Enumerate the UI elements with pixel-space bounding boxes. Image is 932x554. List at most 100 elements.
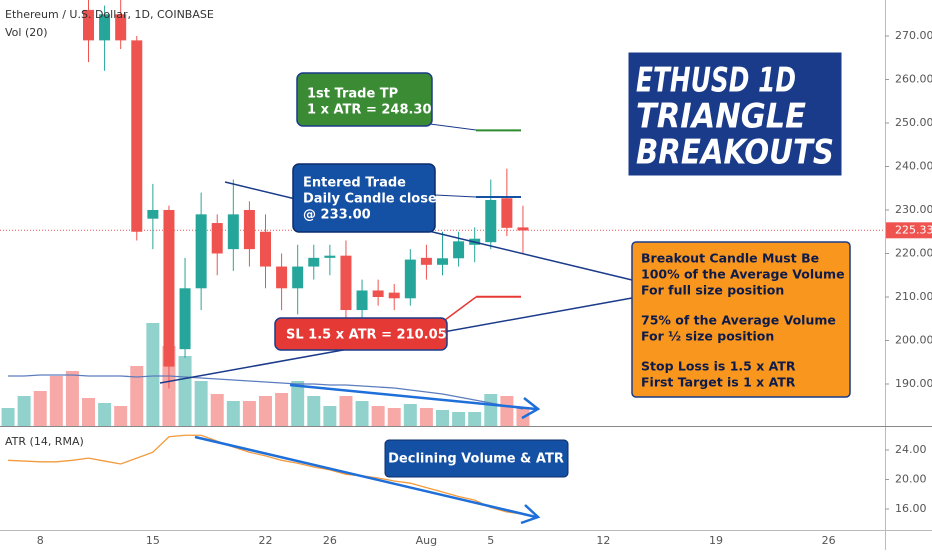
volume-bar: [130, 366, 144, 426]
tp-box: [296, 72, 433, 127]
rule-text: 75% of the Average Volume: [641, 313, 836, 328]
headline: BREAKOUTS: [636, 133, 834, 173]
volume-bar: [419, 408, 433, 426]
tp-text: 1 x ATR = 248.30: [307, 103, 432, 118]
x-tick-label: 26: [323, 534, 337, 547]
rule-text: Stop Loss is 1.5 x ATR: [641, 359, 796, 374]
last-price-tag: [886, 222, 932, 239]
headline-box: [627, 51, 843, 177]
note-text: Declining Volume & ATR: [388, 452, 564, 467]
candle-body: [324, 255, 336, 258]
volume-bar: [436, 410, 449, 426]
candle-body: [195, 214, 207, 289]
arrow: [194, 435, 537, 519]
atr-legend: ATR (14, RMA): [5, 435, 84, 448]
y-tick-label: 16.00: [895, 502, 927, 515]
candle-body: [227, 214, 239, 250]
entry-text: Entered Trade: [303, 176, 406, 191]
candle-body: [437, 258, 448, 265]
candle-body: [147, 209, 159, 219]
x-tick-label: 22: [259, 534, 273, 547]
volume-bar: [387, 408, 401, 426]
y-tick-label: 250.00: [895, 116, 932, 129]
candle-body: [276, 266, 288, 289]
candle-body: [485, 199, 497, 243]
volume-bar: [82, 398, 95, 426]
candle-body: [420, 257, 432, 265]
rule-text: Breakout Candle Must Be: [641, 251, 819, 266]
candle-body: [517, 227, 529, 231]
volume-bar: [403, 404, 417, 426]
x-tick-label: 26: [822, 534, 836, 547]
entry-text: Daily Candle close: [303, 192, 437, 207]
volume-bar: [1, 408, 15, 426]
candle-body: [308, 257, 320, 267]
candle-body: [340, 255, 352, 311]
pointer: [434, 194, 477, 198]
x-tick-label: 5: [487, 534, 494, 547]
tp-text: 1st Trade TP: [307, 87, 398, 102]
x-tick-label: 19: [709, 534, 723, 547]
volume-bar: [98, 403, 112, 426]
y-tick-label: 260.00: [895, 73, 932, 86]
candle-body: [501, 198, 513, 228]
arrow-head: [520, 504, 541, 525]
rule-text: First Target is 1 x ATR: [641, 375, 796, 390]
volume-ma: [8, 374, 524, 410]
y-tick-label: 20.00: [895, 472, 927, 485]
y-tick-label: 200.00: [895, 333, 932, 346]
candle-body: [179, 288, 191, 350]
volume-bar: [194, 381, 208, 426]
volume-bar: [242, 401, 256, 426]
volume-bar: [323, 406, 337, 426]
rule-text: For ½ size position: [641, 329, 774, 344]
entry-text: @ 233.00: [303, 208, 371, 223]
candle-body: [356, 290, 368, 311]
rules-box: [631, 241, 851, 398]
candle-body: [260, 231, 271, 267]
rule-text: 100% of the Average Volume: [641, 267, 845, 282]
candle-body: [453, 241, 465, 259]
candle-body: [211, 223, 223, 254]
last-price-label: 225.33: [895, 223, 932, 236]
volume-bar: [307, 396, 321, 426]
volume-bar: [371, 406, 385, 426]
headline: ETHUSD 1D: [636, 61, 796, 101]
sl-box: [274, 317, 448, 351]
y-tick-label: 220.00: [895, 246, 932, 259]
volume-legend: Vol (20): [5, 26, 48, 39]
y-tick-label: 270.00: [895, 29, 932, 42]
volume-bar: [146, 323, 160, 426]
candle-body: [404, 259, 416, 299]
volume-bar: [114, 406, 128, 426]
y-tick-label: 210.00: [895, 290, 932, 303]
volume-bar: [178, 356, 192, 426]
volume-bar: [65, 371, 79, 426]
volume-layer: [1, 323, 530, 426]
candle-body: [115, 14, 127, 41]
note-box: [384, 439, 569, 478]
x-tick-label: 15: [146, 534, 160, 547]
candle-body: [292, 266, 304, 289]
volume-bar: [355, 401, 369, 426]
candle-body: [243, 209, 255, 250]
x-tick-label: Aug: [416, 534, 437, 547]
candle-body: [131, 40, 143, 232]
headline: TRIANGLE: [636, 97, 806, 137]
sl-text: SL 1.5 x ATR = 210.05: [286, 328, 447, 343]
volume-bar: [339, 396, 353, 426]
rule-text: For full size position: [641, 283, 784, 298]
volume-bar: [275, 393, 289, 426]
candle-body: [388, 292, 400, 299]
pointer: [429, 123, 477, 131]
candle-body: [163, 209, 175, 367]
atr-line: [8, 434, 524, 515]
y-tick-label: 24.00: [895, 443, 927, 456]
candle-body: [83, 9, 94, 41]
arrow-head: [521, 397, 541, 420]
volume-bar: [291, 381, 305, 426]
x-tick-label: 12: [596, 534, 610, 547]
volume-bar: [49, 376, 63, 426]
volume-bar: [452, 412, 466, 426]
